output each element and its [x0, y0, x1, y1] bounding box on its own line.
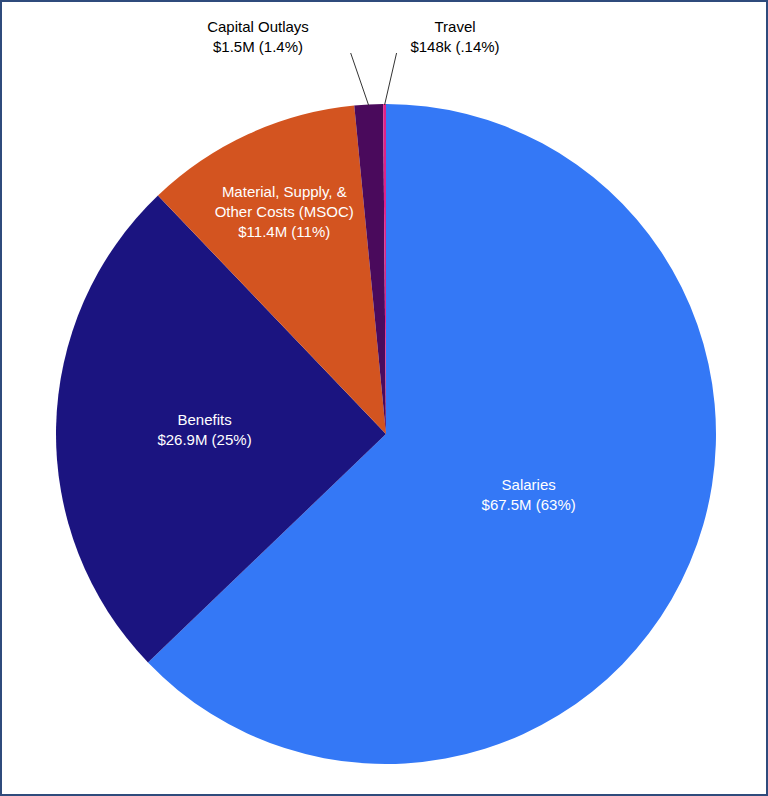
value-label: $1.5M (1.4%) — [213, 38, 303, 55]
slice-label-line: Benefits — [177, 411, 231, 428]
value-label: $11.4M (11%) — [238, 223, 330, 240]
slice — [354, 104, 386, 434]
labels: Salaries $67.5M (63%) Benefits $26.9M (25%)… — [157, 18, 575, 513]
slice-label: Capital Outlays — [207, 18, 309, 35]
slice-label-line: Salaries — [502, 476, 556, 493]
slice-label: Salaries — [502, 476, 556, 493]
slice — [158, 106, 386, 434]
slice-label: Travel — [434, 18, 475, 35]
slice-label: Benefits — [177, 411, 231, 428]
leader-line — [351, 53, 369, 105]
slice-label-line: Material, Supply, & — [222, 183, 347, 200]
frame — [1, 1, 767, 795]
chart: Salaries $67.5M (63%) Benefits $26.9M (25%)… — [0, 0, 768, 796]
slice-label-line: Other Costs (MSOC) — [215, 203, 354, 220]
pie — [56, 104, 716, 764]
slice — [148, 104, 716, 764]
value-label: $67.5M (63%) — [482, 496, 576, 513]
slice — [383, 104, 386, 434]
leader-line — [385, 53, 397, 105]
value-label: $26.9M (25%) — [157, 431, 251, 448]
slice-label: Material, Supply, & Other Costs (MSOC) — [215, 183, 354, 220]
value-label: $148k (.14%) — [410, 38, 499, 55]
